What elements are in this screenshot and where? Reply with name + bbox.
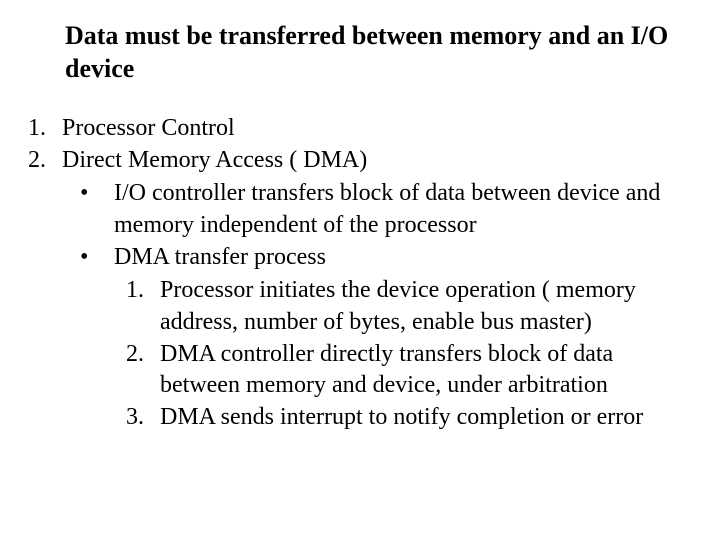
step-number: 1. <box>126 275 144 307</box>
main-list: 1. Processor Control 2. Direct Memory Ac… <box>20 113 690 434</box>
list-item-2: 2. Direct Memory Access ( DMA) • I/O con… <box>20 145 690 434</box>
sub-text: I/O controller transfers block of data b… <box>114 180 660 238</box>
list-item-1: 1. Processor Control <box>20 113 690 145</box>
bullet-icon: • <box>80 242 88 274</box>
list-text: Processor Control <box>62 115 235 141</box>
bullet-icon: • <box>80 178 88 210</box>
step-text: DMA sends interrupt to notify completion… <box>160 404 643 430</box>
list-number: 1. <box>28 113 46 145</box>
step-item-2: 2. DMA controller directly transfers blo… <box>114 339 690 402</box>
step-text: Processor initiates the device operation… <box>160 277 636 335</box>
sub-item-2: • DMA transfer process 1. Processor init… <box>62 242 690 434</box>
list-number: 2. <box>28 145 46 177</box>
step-list: 1. Processor initiates the device operat… <box>114 275 690 433</box>
step-item-3: 3. DMA sends interrupt to notify complet… <box>114 402 690 434</box>
step-item-1: 1. Processor initiates the device operat… <box>114 275 690 338</box>
step-text: DMA controller directly transfers block … <box>160 341 613 399</box>
sub-item-1: • I/O controller transfers block of data… <box>62 178 690 241</box>
list-text: Direct Memory Access ( DMA) <box>62 147 367 173</box>
step-number: 3. <box>126 402 144 434</box>
step-number: 2. <box>126 339 144 371</box>
sub-list: • I/O controller transfers block of data… <box>62 178 690 433</box>
slide-title: Data must be transferred between memory … <box>65 20 690 85</box>
sub-text: DMA transfer process <box>114 244 326 270</box>
